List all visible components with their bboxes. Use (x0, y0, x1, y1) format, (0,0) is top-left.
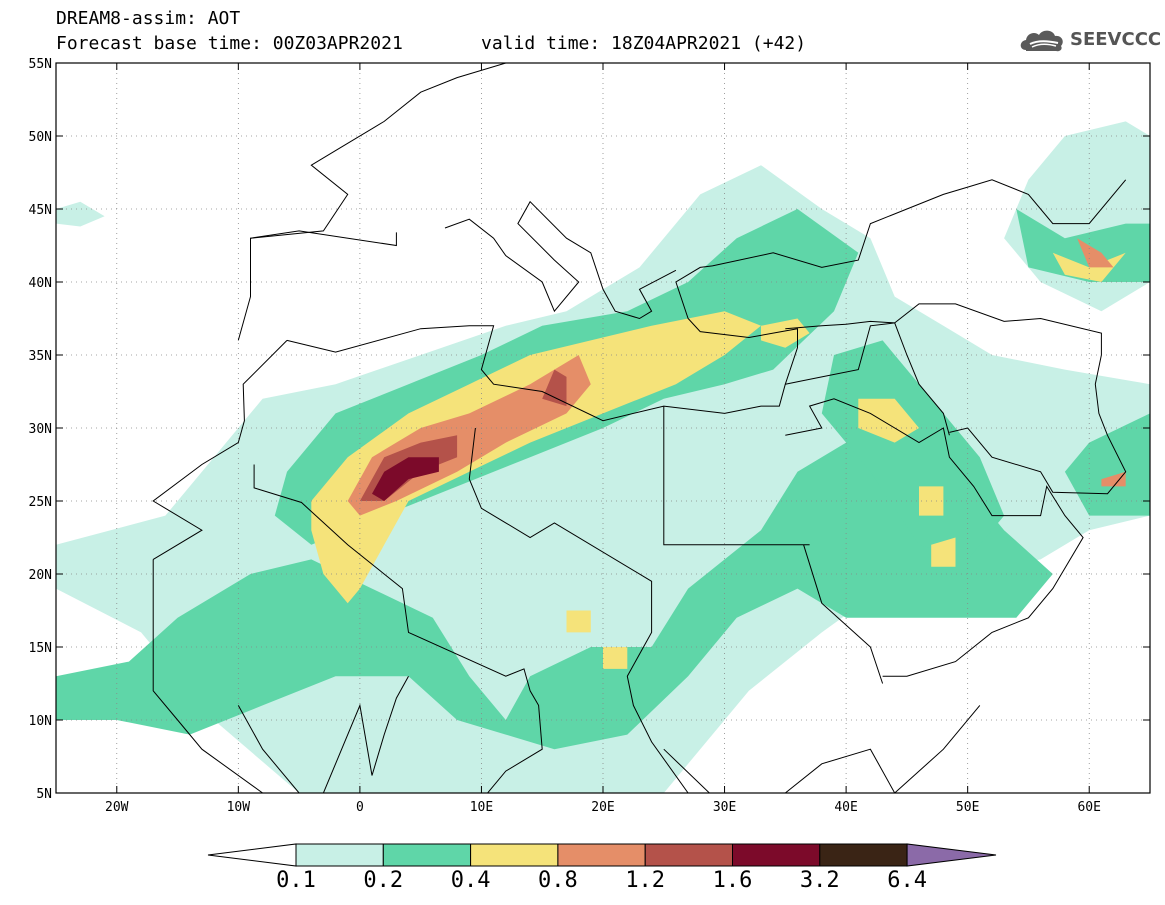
lon-tick-label: 20W (105, 800, 129, 815)
colorbar-label: 6.4 (887, 868, 927, 893)
lon-tick-label: 40E (834, 800, 857, 815)
border-line (663, 705, 981, 793)
lon-tick-label: 60E (1077, 800, 1100, 815)
border-line (250, 230, 397, 247)
border-line (152, 559, 482, 793)
lat-tick-label: 40N (29, 276, 52, 291)
border-line (253, 464, 543, 793)
lat-tick-label: 5N (36, 787, 52, 802)
aot-field-layer (56, 121, 1150, 793)
lat-tick-label: 30N (29, 422, 52, 437)
aot-region-level-2 (603, 647, 628, 669)
aot-region-level-3 (1101, 471, 1126, 487)
lat-tick-label: 15N (29, 641, 52, 656)
colorbar-segment (382, 843, 472, 867)
aot-region-level-2 (566, 610, 591, 633)
map-title: DREAM8-assim: AOT (56, 8, 241, 29)
border-line (803, 544, 884, 684)
lat-tick-label: 10N (29, 714, 52, 729)
colorbar-segment (732, 843, 821, 867)
cloud-icon (1020, 30, 1063, 52)
seevccc-logo: SEEVCCC (1018, 24, 1162, 56)
colorbar-segment (470, 843, 559, 867)
border-line (286, 179, 1127, 422)
forecast-base-time: Forecast base time: 00Z03APR2021 (56, 33, 403, 54)
border-line (152, 340, 288, 560)
colorbar-segment (557, 843, 646, 867)
border-line (444, 200, 677, 320)
lon-tick-label: 10E (470, 800, 493, 815)
lon-tick-label: 30E (713, 800, 736, 815)
aot-region-level-4 (542, 369, 567, 407)
colorbar-under-triangle (207, 843, 297, 867)
aot-region-level-1 (821, 340, 1005, 560)
colorbar-label: 0.1 (276, 868, 316, 893)
valid-time: valid time: 18Z04APR2021 (+42) (481, 33, 807, 54)
colorbar (207, 843, 997, 867)
lon-tick-label: 20E (591, 800, 614, 815)
logo-text: SEEVCCC (1070, 29, 1162, 50)
lon-tick-label: 10W (227, 800, 251, 815)
colorbar-label: 1.6 (712, 868, 753, 893)
colorbar-over-triangle (906, 843, 997, 867)
aot-region-level-0 (56, 201, 105, 227)
colorbar-segment (819, 843, 908, 867)
border-line (785, 398, 1084, 677)
aot-region-level-2 (311, 311, 761, 604)
lat-tick-label: 35N (29, 349, 52, 364)
lon-tick-label: 0 (356, 800, 364, 815)
aot-region-level-5 (372, 457, 439, 501)
colorbar-segment (295, 843, 384, 867)
lat-tick-label: 45N (29, 203, 52, 218)
colorbar-segment (644, 843, 734, 867)
border-line (663, 406, 810, 546)
aot-region-level-3 (1077, 238, 1114, 268)
border-line (785, 320, 895, 330)
colorbar-label: 0.2 (363, 868, 404, 893)
lat-tick-label: 55N (29, 57, 52, 72)
aot-region-level-2 (931, 537, 956, 567)
colorbar-label: 0.4 (450, 868, 491, 893)
border-line (237, 675, 409, 793)
aot-region-level-1 (1064, 413, 1150, 516)
axis-ticks: 20W 10W 0 10E 20E 30E 40E 50E 60E 55N 50N 45N 40N 35N… (29, 57, 1150, 815)
lat-tick-label: 50N (29, 130, 52, 145)
aot-region-level-1 (56, 442, 1053, 750)
border-line (237, 63, 506, 341)
lon-tick-label: 50E (956, 800, 979, 815)
lat-tick-label: 20N (29, 568, 52, 583)
country-borders (152, 63, 1127, 793)
colorbar-label: 3.2 (799, 868, 840, 893)
colorbar-label: 0.8 (538, 868, 578, 893)
border-line (468, 427, 689, 793)
colorbar-label: 1.2 (625, 868, 666, 893)
border-line (894, 303, 1127, 495)
aot-region-level-2 (858, 398, 919, 443)
lat-tick-label: 25N (29, 495, 52, 510)
